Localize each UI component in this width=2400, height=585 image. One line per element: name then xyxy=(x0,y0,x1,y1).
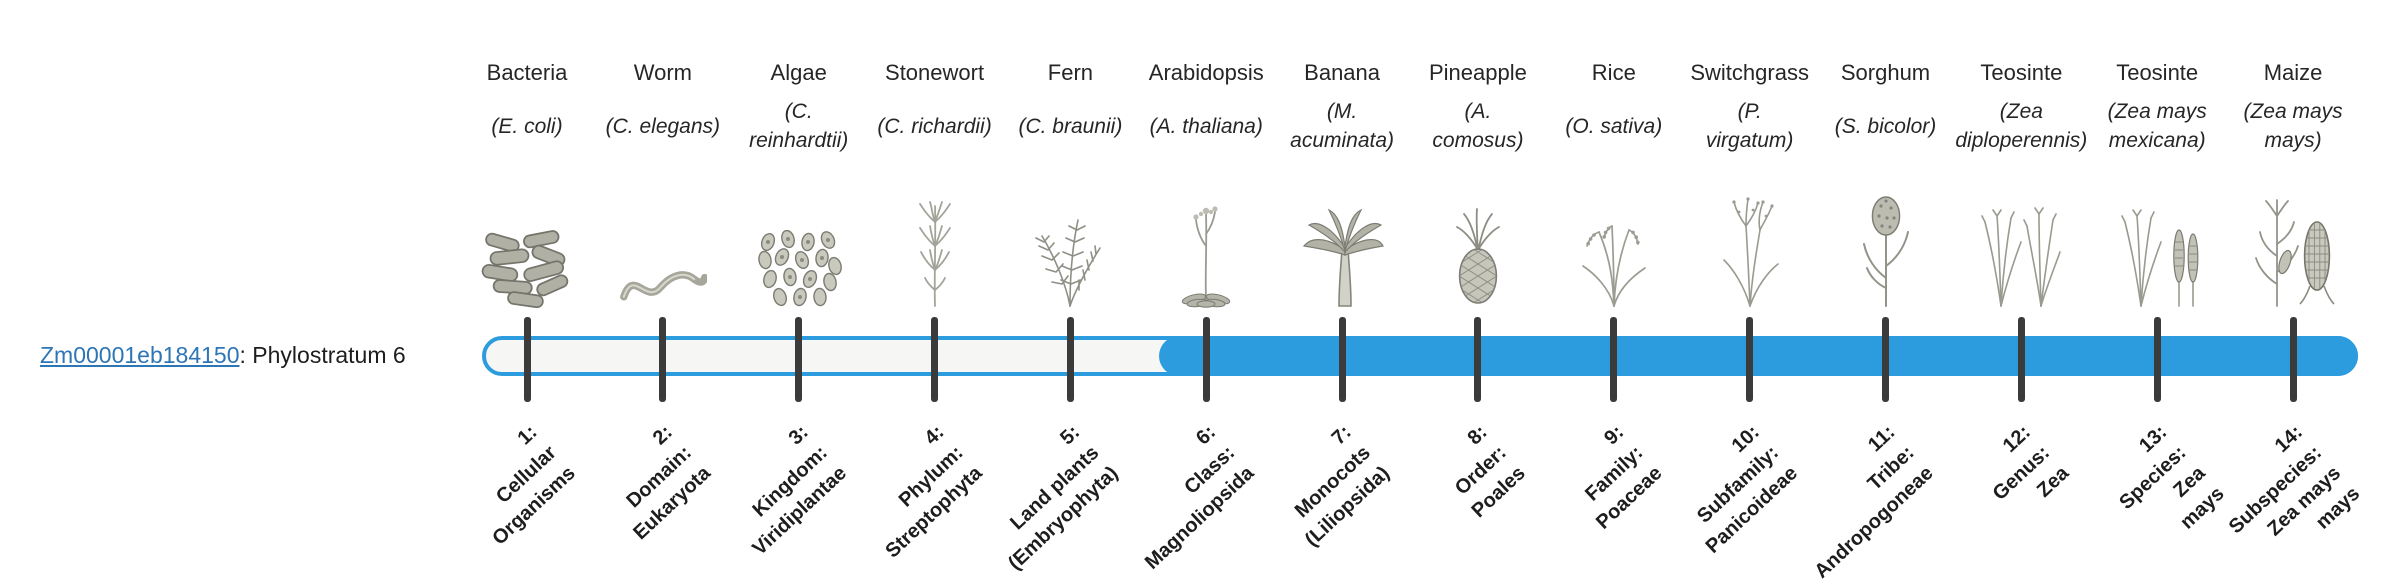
bacteria-icon xyxy=(479,162,575,308)
rank-label: 3: Kingdom: Viridiplantae xyxy=(748,421,851,560)
arabidopsis-icon xyxy=(1181,162,1231,308)
organism-name: Pineapple xyxy=(1429,60,1527,85)
teosinte-mexicana-icon xyxy=(2113,162,2201,308)
tick-mark xyxy=(2153,317,2161,402)
scientific-name: (A. thaliana) xyxy=(1149,114,1263,138)
organism-name: Stonewort xyxy=(885,60,985,85)
switchgrass-icon xyxy=(1712,162,1788,308)
tick-mark xyxy=(1746,317,1754,402)
sorghum-icon xyxy=(1857,162,1915,308)
rank-label: 7: Monocots (Liliopsida) xyxy=(1291,421,1395,551)
fern-icon xyxy=(1030,162,1110,308)
rank-label: 11: Tribe: Andropogoneae xyxy=(1810,421,1938,583)
scientific-name: (C. reinhardtii) xyxy=(749,100,849,152)
tick-mark xyxy=(1882,317,1889,402)
scientific-name: (E. coli) xyxy=(491,114,563,138)
rank-label: 10: Subfamily: Panicoideae xyxy=(1693,421,1802,558)
scientific-name: (P. virgatum) xyxy=(1705,100,1794,152)
rank-label: 6: Class: Magnoliopsida xyxy=(1141,421,1259,574)
scientific-name: (Zea mays mexicana) xyxy=(2107,100,2207,152)
scientific-name: (M. acuminata) xyxy=(1290,100,1395,152)
organism-name: Rice xyxy=(1591,60,1636,85)
tick-mark xyxy=(1474,317,1482,402)
tick-mark xyxy=(795,317,803,402)
organism-name: Algae xyxy=(770,60,827,85)
pineapple-icon xyxy=(1453,162,1503,308)
rank-label: 5: Land plants (Embryophyta) xyxy=(1004,421,1123,575)
tick-mark xyxy=(2017,317,2025,402)
worm-icon xyxy=(619,162,707,308)
stonewort-icon xyxy=(908,162,962,308)
rice-icon xyxy=(1575,162,1653,308)
tick-mark xyxy=(523,317,531,402)
scientific-name: (O. sativa) xyxy=(1565,114,1663,138)
rank-label: 4: Phylum: Streptophyta xyxy=(881,421,987,563)
rank-label: 1: Cellular Organisms xyxy=(487,421,580,550)
teosinte-diploperennis-icon xyxy=(1977,162,2065,308)
tick-mark xyxy=(1202,317,1210,402)
tick-mark xyxy=(931,317,939,402)
maize-icon xyxy=(2249,162,2337,308)
scientific-name: (C. elegans) xyxy=(605,114,721,138)
organism-name: Fern xyxy=(1047,60,1094,85)
rank-label: 8: Order: Poales xyxy=(1451,421,1531,523)
organism-name: Maize xyxy=(2263,60,2323,85)
organism-name: Arabidopsis xyxy=(1148,60,1264,85)
rank-label: 2: Domain: Eukaryota xyxy=(622,421,716,545)
algae-icon xyxy=(756,162,842,308)
tick-mark xyxy=(659,317,667,402)
rank-label: 14: Subspecies: Zea mays mays xyxy=(2225,421,2365,541)
tick-mark xyxy=(1338,317,1346,402)
scientific-name: (Zea mays mays) xyxy=(2243,100,2343,152)
gene-link[interactable]: Zm00001eb184150 xyxy=(40,342,240,368)
scientific-name: (C. richardii) xyxy=(877,114,992,138)
organism-name: Sorghum xyxy=(1840,60,1931,85)
rank-label: 13: Species: Zea mays xyxy=(2115,421,2229,534)
tick-mark xyxy=(2289,317,2297,402)
rank-label: 12: Genus: Zea xyxy=(1989,421,2074,505)
tick-mark xyxy=(1610,317,1618,402)
scientific-name: (Zea diploperennis) xyxy=(1955,100,2088,152)
tick-mark xyxy=(1066,317,1074,402)
scientific-name: (A. comosus) xyxy=(1432,100,1524,152)
organism-name: Switchgrass xyxy=(1690,60,1809,85)
rank-label: 9: Family: Poaceae xyxy=(1580,421,1667,534)
scientific-name: (S. bicolor) xyxy=(1834,114,1937,138)
banana-icon xyxy=(1300,162,1384,308)
gene-label: Zm00001eb184150: Phylostratum 6 xyxy=(40,342,406,369)
scientific-name: (C. braunii) xyxy=(1018,114,1123,138)
organism-name: Teosinte xyxy=(2116,60,2199,85)
organism-name: Bacteria xyxy=(486,60,568,85)
organism-name: Worm xyxy=(633,60,692,85)
gene-phylostratum-text: : Phylostratum 6 xyxy=(239,342,406,368)
organism-name: Teosinte xyxy=(1980,60,2063,85)
organism-name: Banana xyxy=(1304,60,1381,85)
